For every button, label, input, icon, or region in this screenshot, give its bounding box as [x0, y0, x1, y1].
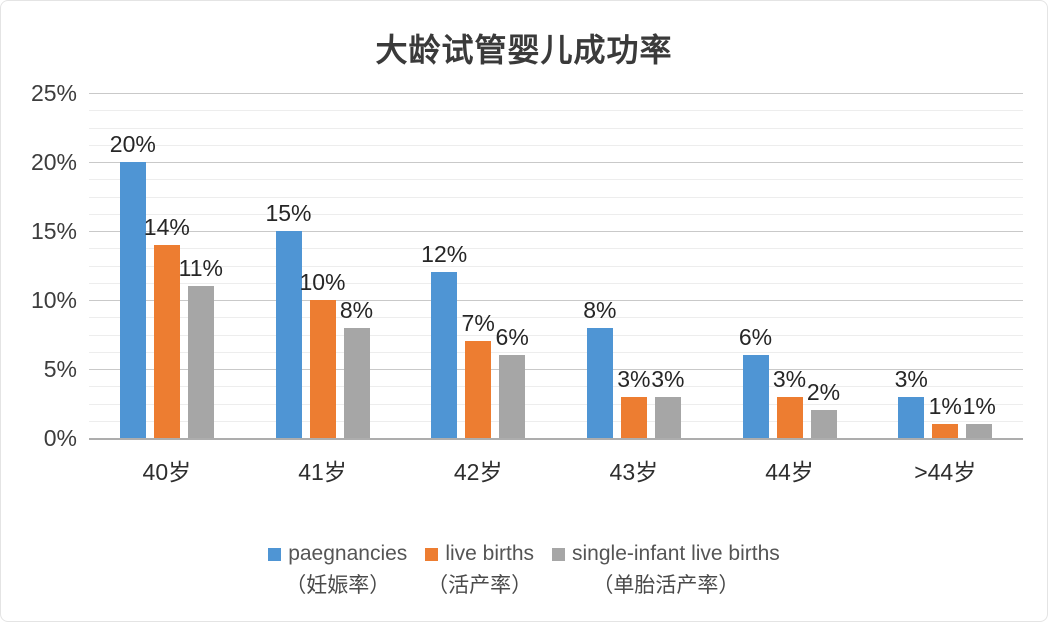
minor-gridline [89, 127, 1023, 129]
data-label: 1% [928, 393, 962, 420]
x-tick-label: 43岁 [609, 459, 659, 485]
minor-gridline [89, 420, 1023, 422]
data-label: 3% [894, 365, 928, 392]
legend-item-paegnancies: paegnancies （妊娠率） [268, 542, 407, 599]
bar-paegnancies-42岁: 12% [421, 241, 467, 438]
x-axis: 40岁 41岁 42岁 43岁 44岁 >44岁 [89, 453, 1023, 487]
bar-paegnancies-41岁: 15% [265, 200, 312, 438]
y-axis: 0% 5% 10% 15% 20% 25% [1, 80, 77, 451]
legend: paegnancies （妊娠率） live births （活产率） single-i… [1, 542, 1047, 599]
data-label: 10% [299, 269, 346, 295]
minor-gridline [89, 317, 1023, 319]
data-label: 3% [617, 365, 651, 392]
minor-gridline [89, 144, 1023, 146]
x-tick-label: >44岁 [914, 459, 977, 485]
data-label: 15% [265, 200, 312, 226]
bar-single-infant-live-births-40岁: 11% [179, 255, 223, 438]
data-label: 3% [772, 365, 807, 392]
legend-label: live births [445, 542, 535, 565]
legend-item-live-births: live births （活产率） [425, 542, 534, 599]
y-tick-label: 25% [30, 80, 77, 106]
data-label: 8% [339, 296, 374, 323]
bar-single-infant-live-births-42岁: 6% [496, 324, 529, 438]
legend-label: single-infant live births [572, 542, 780, 565]
minor-gridline [89, 213, 1023, 215]
data-label: 14% [143, 213, 190, 240]
bar-live-births->44岁: 1% [929, 393, 962, 438]
legend-entry-row: live births [425, 542, 534, 566]
minor-gridline [89, 351, 1023, 353]
data-label: 8% [583, 296, 617, 323]
legend-item-single-infant-live-births: single-infant live births （单胎活产率） [552, 542, 780, 599]
chart-title: 大龄试管婴儿成功率 [375, 32, 673, 68]
x-tick-label: 42岁 [453, 459, 503, 485]
x-tick-label: 44岁 [765, 459, 814, 485]
legend-label-zh: （活产率） [427, 574, 533, 597]
x-tick-label: 41岁 [298, 459, 347, 485]
bar-single-infant-live-births-43岁: 3% [651, 366, 684, 438]
bar-group-42岁: 12% 7% 6% [400, 93, 556, 438]
y-tick-label: 20% [30, 149, 77, 175]
bar-single-infant-live-births->44岁: 1% [963, 393, 996, 438]
major-gridline [89, 93, 1023, 94]
bar-group-41岁: 15% 10% 8% [245, 93, 401, 438]
data-label: 6% [495, 324, 529, 351]
minor-gridline [89, 248, 1023, 250]
major-gridline [89, 231, 1023, 232]
legend-swatch [425, 547, 439, 561]
bar-live-births-41岁: 10% [299, 269, 346, 438]
minor-gridline [89, 403, 1023, 405]
data-label: 1% [962, 393, 996, 420]
bar-paegnancies->44岁: 3% [895, 366, 928, 438]
minor-gridline [89, 179, 1023, 181]
minor-gridline [89, 282, 1023, 284]
data-label: 6% [738, 324, 773, 351]
minor-gridline [89, 386, 1023, 388]
data-label: 12% [421, 241, 468, 268]
bar-single-infant-live-births-41岁: 8% [340, 297, 373, 438]
minor-gridline [89, 334, 1023, 336]
major-gridline [89, 162, 1023, 163]
bar-single-infant-live-births-44岁: 2% [807, 379, 840, 438]
data-label: 3% [651, 365, 685, 392]
legend-swatch [268, 547, 282, 561]
major-gridline [89, 369, 1023, 370]
minor-gridline [89, 110, 1023, 112]
bar-group-43岁: 8% 3% 3% [556, 93, 712, 438]
y-tick-label: 15% [30, 218, 77, 244]
data-label: 20% [109, 131, 156, 157]
legend-swatch [552, 547, 566, 561]
major-gridline [89, 300, 1023, 301]
y-tick-label: 0% [43, 425, 77, 451]
bar-paegnancies-40岁: 20% [110, 131, 156, 438]
bar-live-births-42岁: 7% [462, 310, 495, 438]
bar-group->44岁: 3% 1% 1% [867, 93, 1023, 438]
minor-gridline [89, 265, 1023, 267]
x-tick-label: 40岁 [142, 459, 192, 485]
bar-group-40岁: 20% 14% 11% [89, 93, 245, 438]
y-tick-label: 10% [30, 287, 77, 313]
minor-gridline [89, 196, 1023, 198]
bar-live-births-44岁: 3% [773, 366, 806, 438]
legend-entry-row: paegnancies [268, 542, 407, 566]
legend-label: paegnancies [288, 542, 408, 565]
legend-label-zh: （单胎活产率） [592, 574, 740, 597]
bar-paegnancies-43岁: 8% [583, 297, 616, 438]
legend-entry-row: single-infant live births [552, 542, 780, 566]
data-label: 2% [806, 379, 841, 406]
bar-live-births-40岁: 14% [144, 214, 190, 438]
data-label: 7% [461, 310, 495, 337]
bar-live-births-43岁: 3% [617, 366, 650, 438]
plot-area: 20% 14% 11% 15% 10% 8% 12% 7% 6% 8% 3% 3% 6% 3% 2% 3% 1%… [89, 93, 1023, 440]
bar-group-44岁: 6% 3% 2% [712, 93, 868, 438]
legend-label-zh: （妊娠率） [285, 574, 391, 597]
bar-groups: 20% 14% 11% 15% 10% 8% 12% 7% 6% 8% 3% 3% 6% 3% 2% 3% 1%… [89, 93, 1023, 438]
data-label: 11% [178, 255, 223, 282]
y-tick-label: 5% [43, 356, 77, 382]
bar-paegnancies-44岁: 6% [739, 324, 772, 438]
